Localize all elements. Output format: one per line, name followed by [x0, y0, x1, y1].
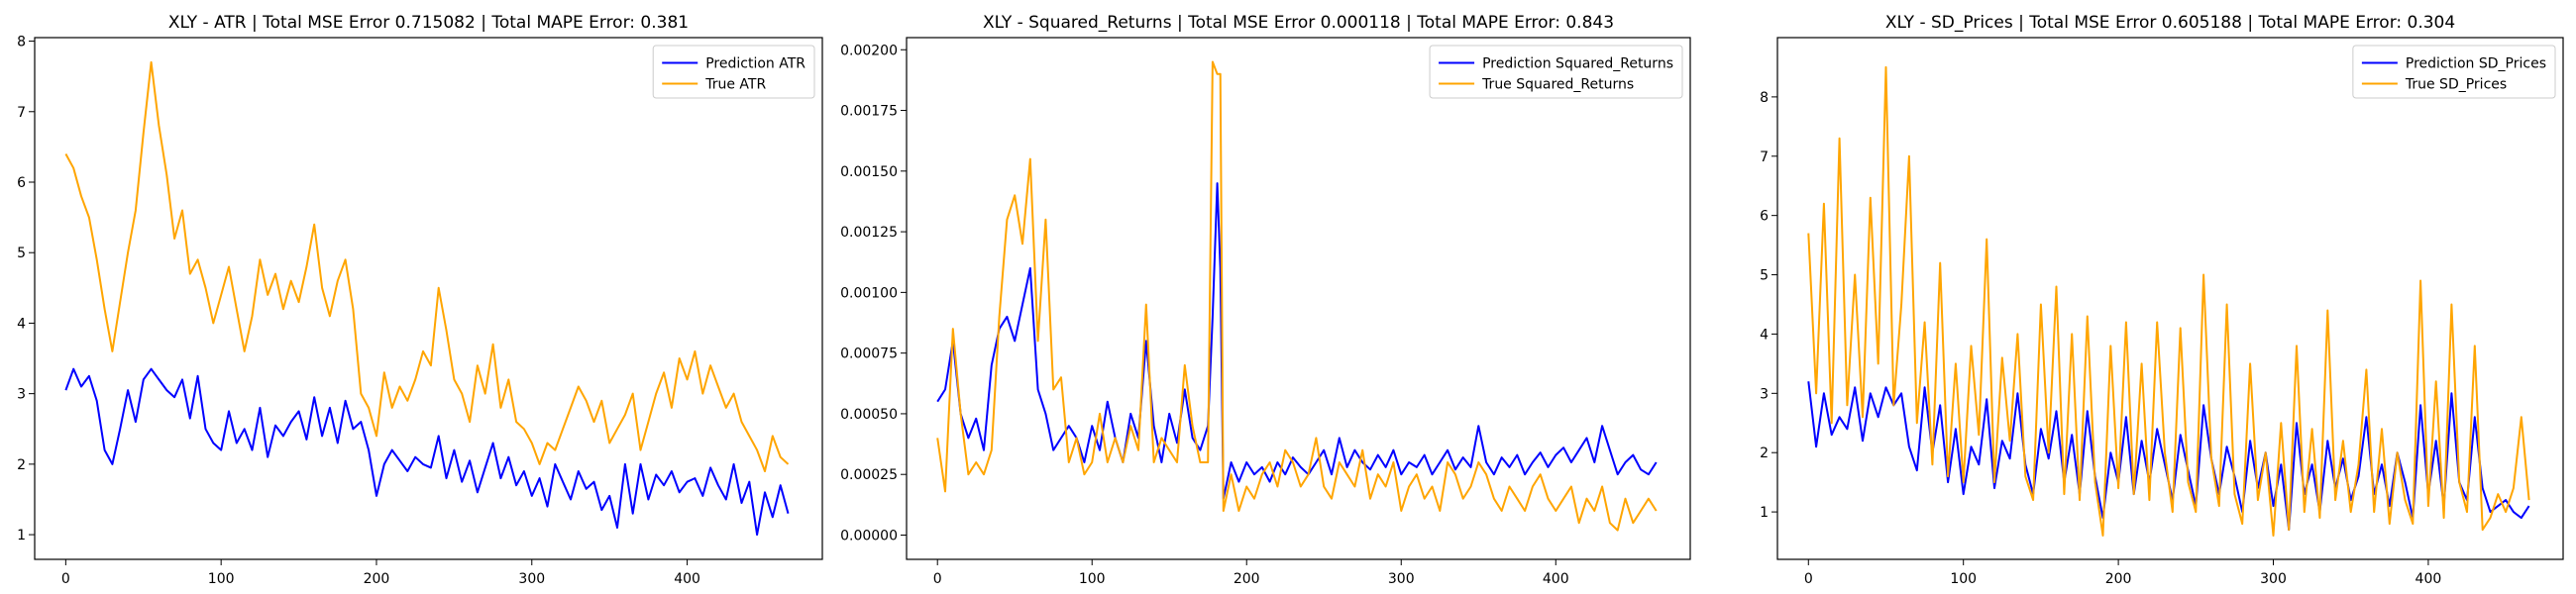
y-tick-label: 5 [1760, 268, 1769, 284]
series-lines [1807, 65, 2530, 537]
y-tick-label: 5 [17, 246, 26, 261]
chart-title: XLY - Squared_Returns | Total MSE Error … [983, 13, 1614, 33]
x-tick-label: 300 [1388, 571, 1415, 587]
legend-label: Prediction Squared_Returns [1482, 56, 1673, 72]
x-tick-label: 100 [1950, 571, 1977, 587]
y-tick-label: 8 [1760, 90, 1769, 106]
series-lines [64, 60, 790, 537]
y-tick-label: 0.00200 [840, 43, 898, 58]
y-tick-label: 0.00125 [840, 225, 898, 241]
x-tick-label: 0 [933, 571, 942, 587]
y-tick-label: 2 [1760, 446, 1769, 461]
x-tick-label: 400 [1543, 571, 1569, 587]
series-line-true [936, 60, 1658, 532]
series-lines [936, 60, 1658, 532]
y-tick-label: 0.00175 [840, 104, 898, 120]
chart-title: XLY - SD_Prices | Total MSE Error 0.6051… [1885, 13, 2455, 33]
x-tick-label: 300 [2260, 571, 2287, 587]
x-tick-label: 400 [674, 571, 700, 587]
y-tick-label: 3 [17, 387, 26, 403]
series-line-prediction [64, 367, 790, 537]
axes-frame [906, 37, 1691, 560]
x-tick-label: 100 [208, 571, 235, 587]
legend-label: True SD_Prices [2405, 77, 2507, 93]
legend-label: Prediction SD_Prices [2406, 56, 2546, 72]
y-tick-label: 1 [17, 528, 26, 544]
legend: Prediction Squared_Returns True Squared_R… [1429, 45, 1683, 99]
y-tick-label: 3 [1760, 386, 1769, 402]
axes-frame [1776, 37, 2564, 560]
series-line-prediction [936, 182, 1658, 500]
x-tick-label: 200 [1234, 571, 1260, 587]
y-tick-label: 8 [17, 35, 26, 50]
x-tick-label: 0 [1804, 571, 1813, 587]
y-tick-label: 0.00050 [840, 407, 898, 423]
x-tick-label: 400 [2415, 571, 2442, 587]
y-tick-label: 4 [17, 316, 26, 332]
y-tick-label: 4 [1760, 327, 1769, 343]
x-tick-label: 200 [2105, 571, 2132, 587]
y-tick-label: 2 [17, 457, 26, 473]
y-tick-label: 0.00025 [840, 467, 898, 483]
y-tick-label: 1 [1760, 505, 1769, 521]
y-tick-label: 0.00150 [840, 164, 898, 180]
legend-box [2352, 45, 2556, 99]
x-tick-label: 100 [1079, 571, 1106, 587]
legend-box [1429, 45, 1683, 99]
y-tick-label: 7 [1760, 149, 1769, 165]
y-tick-label: 6 [1760, 209, 1769, 225]
legend: Prediction SD_Prices True SD_Prices [2352, 45, 2556, 99]
subplot-2: XLY - Squared_Returns | Total MSE Error … [840, 13, 1691, 587]
y-tick-label: 7 [17, 105, 26, 121]
y-tick-label: 0.00075 [840, 346, 898, 362]
subplot-1: XLY - ATR | Total MSE Error 0.715082 | T… [17, 13, 823, 587]
legend-label: True Squared_Returns [1481, 77, 1634, 93]
legend-label: Prediction ATR [705, 56, 805, 72]
y-tick-label: 0.00100 [840, 285, 898, 301]
series-line-true [1807, 65, 2530, 537]
y-tick-label: 6 [17, 175, 26, 191]
axes-frame [34, 37, 823, 560]
x-tick-label: 300 [518, 571, 545, 587]
series-line-true [64, 60, 790, 472]
subplots: XLY - ATR | Total MSE Error 0.715082 | T… [17, 13, 2564, 587]
y-tick-label: 0.00000 [840, 528, 898, 544]
subplot-3: XLY - SD_Prices | Total MSE Error 0.6051… [1760, 13, 2564, 587]
legend-box [652, 45, 815, 99]
chart-title: XLY - ATR | Total MSE Error 0.715082 | T… [168, 13, 689, 33]
legend: Prediction ATR True ATR [652, 45, 815, 99]
legend-label: True ATR [704, 77, 766, 93]
x-tick-label: 0 [61, 571, 70, 587]
x-tick-label: 200 [364, 571, 390, 587]
